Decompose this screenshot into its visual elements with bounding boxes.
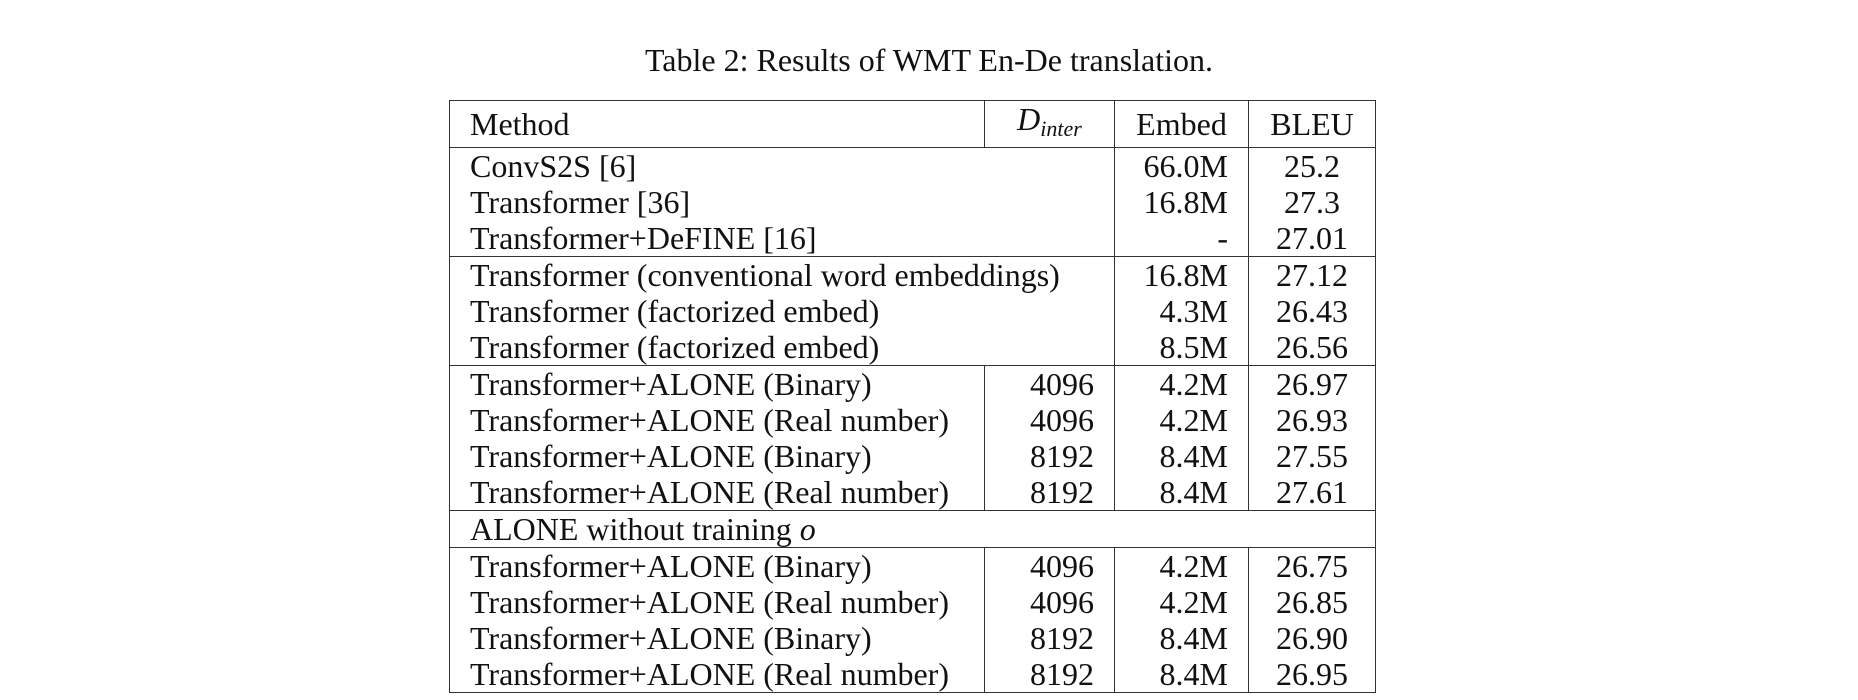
section-header-text: ALONE without training — [470, 511, 800, 547]
method-cell: Transformer+ALONE (Real number) — [470, 402, 949, 438]
header-bleu: BLEU — [1248, 100, 1376, 148]
table-caption: Table 2: Results of WMT En-De translatio… — [644, 42, 1214, 78]
bleu-cell: 26.56 — [1248, 329, 1376, 366]
bleu-cell: 27.01 — [1248, 220, 1376, 257]
bleu-cell: 26.95 — [1248, 656, 1376, 693]
dinter-symbol: D — [1017, 101, 1041, 137]
method-cell: Transformer [36] — [470, 184, 691, 220]
dinter-cell: 4096 — [984, 584, 1115, 620]
section-header-no-training: ALONE without training o — [449, 510, 1376, 548]
table-row: Transformer+ALONE (Binary) 4096 4.2M 26.… — [449, 365, 1376, 402]
method-cell: Transformer+ALONE (Binary) — [449, 365, 985, 402]
bleu-cell: 26.90 — [1248, 620, 1376, 656]
method-cell: Transformer+ALONE (Real number) — [470, 656, 949, 692]
embed-cell: 4.2M — [1114, 584, 1249, 620]
method-cell: Transformer (factorized embed) — [470, 329, 880, 365]
method-cell: ConvS2S [6] — [449, 147, 1115, 184]
table-row: ConvS2S [6] 66.0M 25.2 — [449, 147, 1376, 184]
embed-cell: 8.4M — [1114, 656, 1249, 693]
embed-cell: 4.2M — [1114, 547, 1249, 584]
dinter-cell: 8192 — [984, 474, 1115, 511]
bleu-cell: 26.85 — [1248, 584, 1376, 620]
dinter-cell: 4096 — [984, 365, 1115, 402]
embed-cell: 16.8M — [1114, 184, 1249, 220]
table-row: Transformer (conventional word embedding… — [449, 256, 1376, 293]
bleu-cell-best: 27.61 — [1248, 474, 1376, 511]
table-row: Transformer+ALONE (Real number) 4096 4.2… — [450, 402, 1376, 438]
embed-cell: 8.5M — [1114, 329, 1249, 366]
dinter-cell: 8192 — [984, 438, 1115, 474]
table-row: Transformer+DeFINE [16] - 27.01 — [450, 220, 1376, 257]
table-row: Transformer+ALONE (Binary) 8192 8.4M 27.… — [450, 438, 1376, 474]
table-row: Transformer+ALONE (Binary) 8192 8.4M 26.… — [450, 620, 1376, 656]
bleu-cell: 26.97 — [1248, 365, 1376, 402]
embed-cell: 8.4M — [1114, 438, 1249, 474]
method-cell: Transformer (factorized embed) — [470, 293, 880, 329]
dinter-subscript: inter — [1040, 116, 1082, 141]
table-row: Transformer+ALONE (Real number) 8192 8.4… — [450, 656, 1376, 693]
embed-cell: 16.8M — [1114, 256, 1249, 293]
header-dinter: Dinter — [984, 100, 1115, 148]
method-cell: Transformer (conventional word embedding… — [449, 256, 1115, 293]
table-row: Transformer+ALONE (Binary) 4096 4.2M 26.… — [449, 547, 1376, 584]
section-header-row: ALONE without training o — [449, 510, 1376, 548]
bleu-cell: 26.75 — [1248, 547, 1376, 584]
dinter-cell: 4096 — [984, 402, 1115, 438]
method-cell: Transformer+ALONE (Binary) — [470, 438, 872, 474]
header-method: Method — [470, 106, 570, 142]
dinter-cell: 8192 — [984, 656, 1115, 693]
embed-cell: 66.0M — [1114, 147, 1249, 184]
method-cell: Transformer+DeFINE [16] — [470, 220, 817, 256]
method-cell: Transformer+ALONE (Real number) — [470, 474, 949, 510]
dinter-cell: 4096 — [984, 547, 1115, 584]
table-row: Transformer [36] 16.8M 27.3 — [450, 184, 1376, 220]
table-row: Transformer (factorized embed) 8.5M 26.5… — [450, 329, 1376, 366]
bleu-cell-best: 27.55 — [1248, 438, 1376, 474]
embed-cell: 4.2M — [1114, 365, 1249, 402]
table-row: Transformer+ALONE (Real number) 4096 4.2… — [450, 584, 1376, 620]
section-header-symbol: o — [799, 511, 816, 547]
dinter-cell: 8192 — [984, 620, 1115, 656]
table-header-row: Method Dinter Embed BLEU — [450, 100, 1376, 148]
embed-cell: - — [1114, 220, 1249, 257]
embed-cell: 4.2M — [1114, 402, 1249, 438]
method-cell: Transformer+ALONE (Binary) — [449, 547, 985, 584]
embed-cell: 8.4M — [1114, 474, 1249, 511]
header-embed: Embed — [1114, 100, 1249, 148]
bleu-cell: 26.93 — [1248, 402, 1376, 438]
embed-cell: 4.3M — [1114, 293, 1249, 329]
results-table: Method Dinter Embed BLEU ConvS2S [6] 66.… — [449, 100, 1376, 693]
bleu-cell: 26.43 — [1248, 293, 1376, 329]
embed-cell: 8.4M — [1114, 620, 1249, 656]
bleu-cell: 25.2 — [1248, 147, 1376, 184]
table-row: Transformer+ALONE (Real number) 8192 8.4… — [450, 474, 1376, 511]
bleu-cell: 27.12 — [1248, 256, 1376, 293]
method-cell: Transformer+ALONE (Real number) — [470, 584, 949, 620]
method-cell: Transformer+ALONE (Binary) — [470, 620, 872, 656]
table-row: Transformer (factorized embed) 4.3M 26.4… — [450, 293, 1376, 329]
bleu-cell: 27.3 — [1248, 184, 1376, 220]
